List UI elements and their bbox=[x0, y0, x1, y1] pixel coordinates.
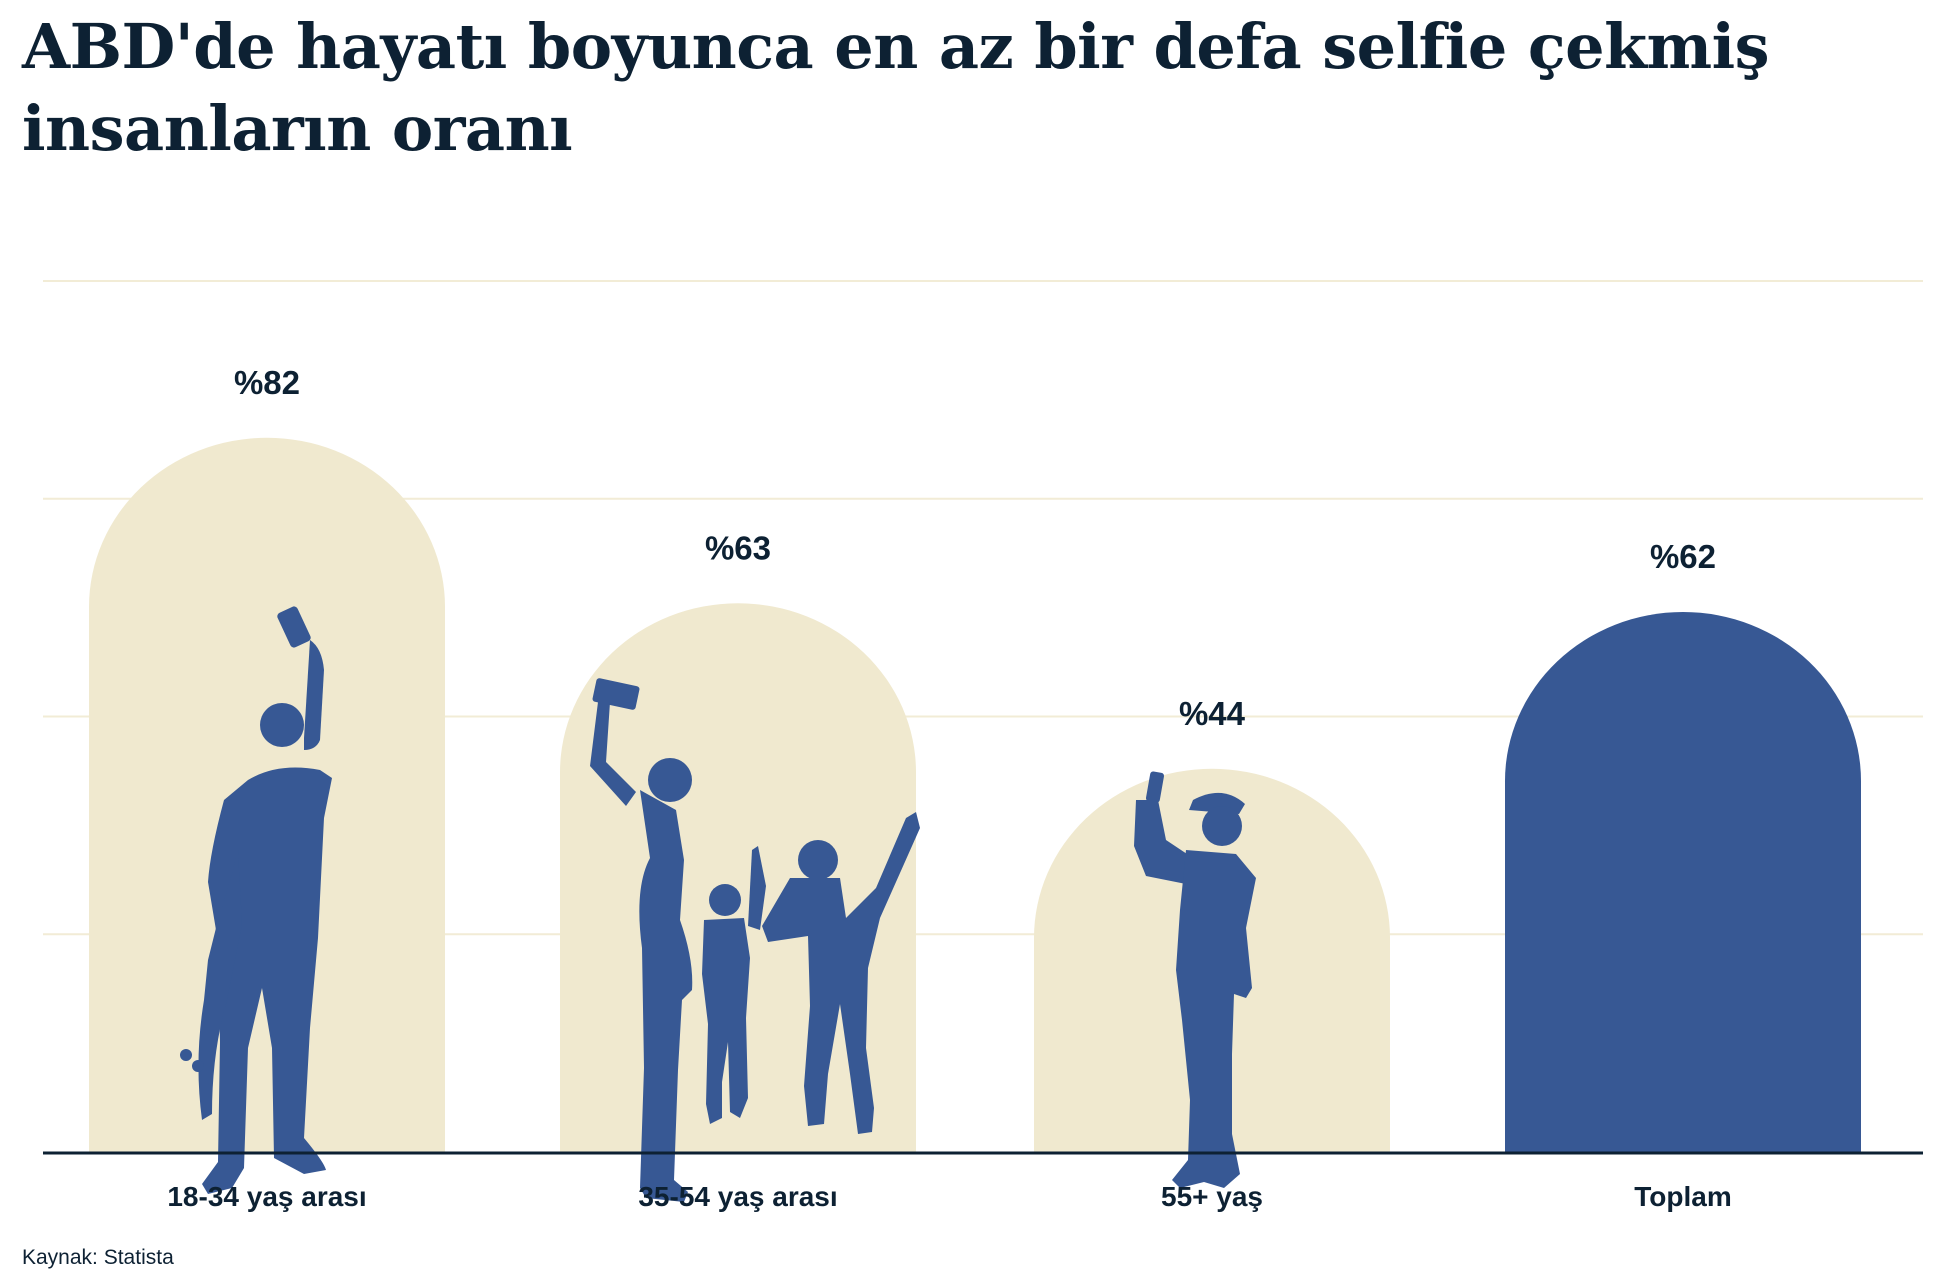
category-label: 18-34 yaş arası bbox=[167, 1181, 366, 1212]
bars bbox=[89, 437, 1861, 1152]
bar bbox=[1505, 611, 1861, 1152]
value-label: %62 bbox=[1650, 538, 1716, 575]
young-person-selfie-skateboard-icon bbox=[180, 606, 332, 1194]
value-label: %82 bbox=[234, 364, 300, 401]
category-label: 55+ yaş bbox=[1161, 1181, 1263, 1212]
elderly-man-selfie-icon bbox=[1134, 771, 1256, 1188]
chart-title: ABD'de hayatı boyunca en az bir defa sel… bbox=[22, 10, 1770, 165]
category-label: 35-54 yaş arası bbox=[638, 1181, 837, 1212]
value-label: %63 bbox=[705, 529, 771, 566]
source-note: Kaynak: Statista bbox=[22, 1246, 174, 1269]
figures bbox=[180, 606, 1256, 1202]
value-label: %44 bbox=[1179, 695, 1246, 732]
family-selfie-icon bbox=[590, 678, 920, 1202]
category-label: Toplam bbox=[1634, 1181, 1731, 1212]
